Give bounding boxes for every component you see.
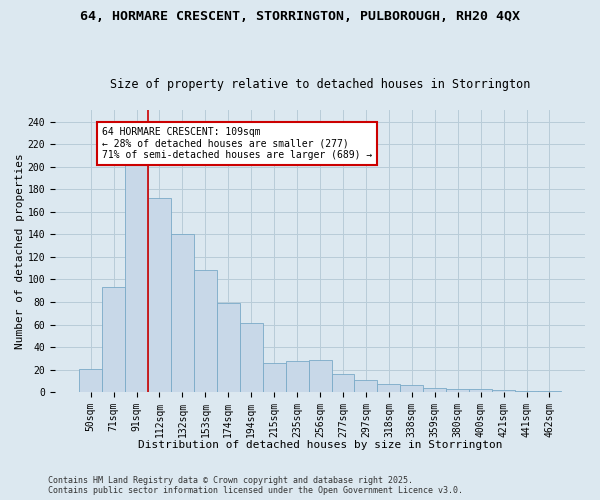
X-axis label: Distribution of detached houses by size in Storrington: Distribution of detached houses by size … <box>138 440 502 450</box>
Bar <box>148 198 171 392</box>
Bar <box>515 391 538 392</box>
Bar <box>469 389 492 392</box>
Bar <box>171 234 194 392</box>
Title: Size of property relative to detached houses in Storrington: Size of property relative to detached ho… <box>110 78 530 91</box>
Bar <box>423 388 446 392</box>
Bar <box>538 391 561 392</box>
Text: Contains HM Land Registry data © Crown copyright and database right 2025.
Contai: Contains HM Land Registry data © Crown c… <box>48 476 463 495</box>
Bar <box>102 288 125 392</box>
Bar <box>240 324 263 392</box>
Bar <box>355 380 377 392</box>
Bar <box>308 360 332 392</box>
Text: 64 HORMARE CRESCENT: 109sqm
← 28% of detached houses are smaller (277)
71% of se: 64 HORMARE CRESCENT: 109sqm ← 28% of det… <box>102 127 373 160</box>
Bar <box>217 303 240 392</box>
Bar <box>79 368 102 392</box>
Bar <box>332 374 355 392</box>
Bar <box>400 386 423 392</box>
Bar <box>286 360 308 392</box>
Bar <box>194 270 217 392</box>
Y-axis label: Number of detached properties: Number of detached properties <box>15 154 25 349</box>
Bar <box>263 363 286 392</box>
Bar <box>492 390 515 392</box>
Bar <box>125 166 148 392</box>
Bar <box>446 389 469 392</box>
Text: 64, HORMARE CRESCENT, STORRINGTON, PULBOROUGH, RH20 4QX: 64, HORMARE CRESCENT, STORRINGTON, PULBO… <box>80 10 520 23</box>
Bar <box>377 384 400 392</box>
